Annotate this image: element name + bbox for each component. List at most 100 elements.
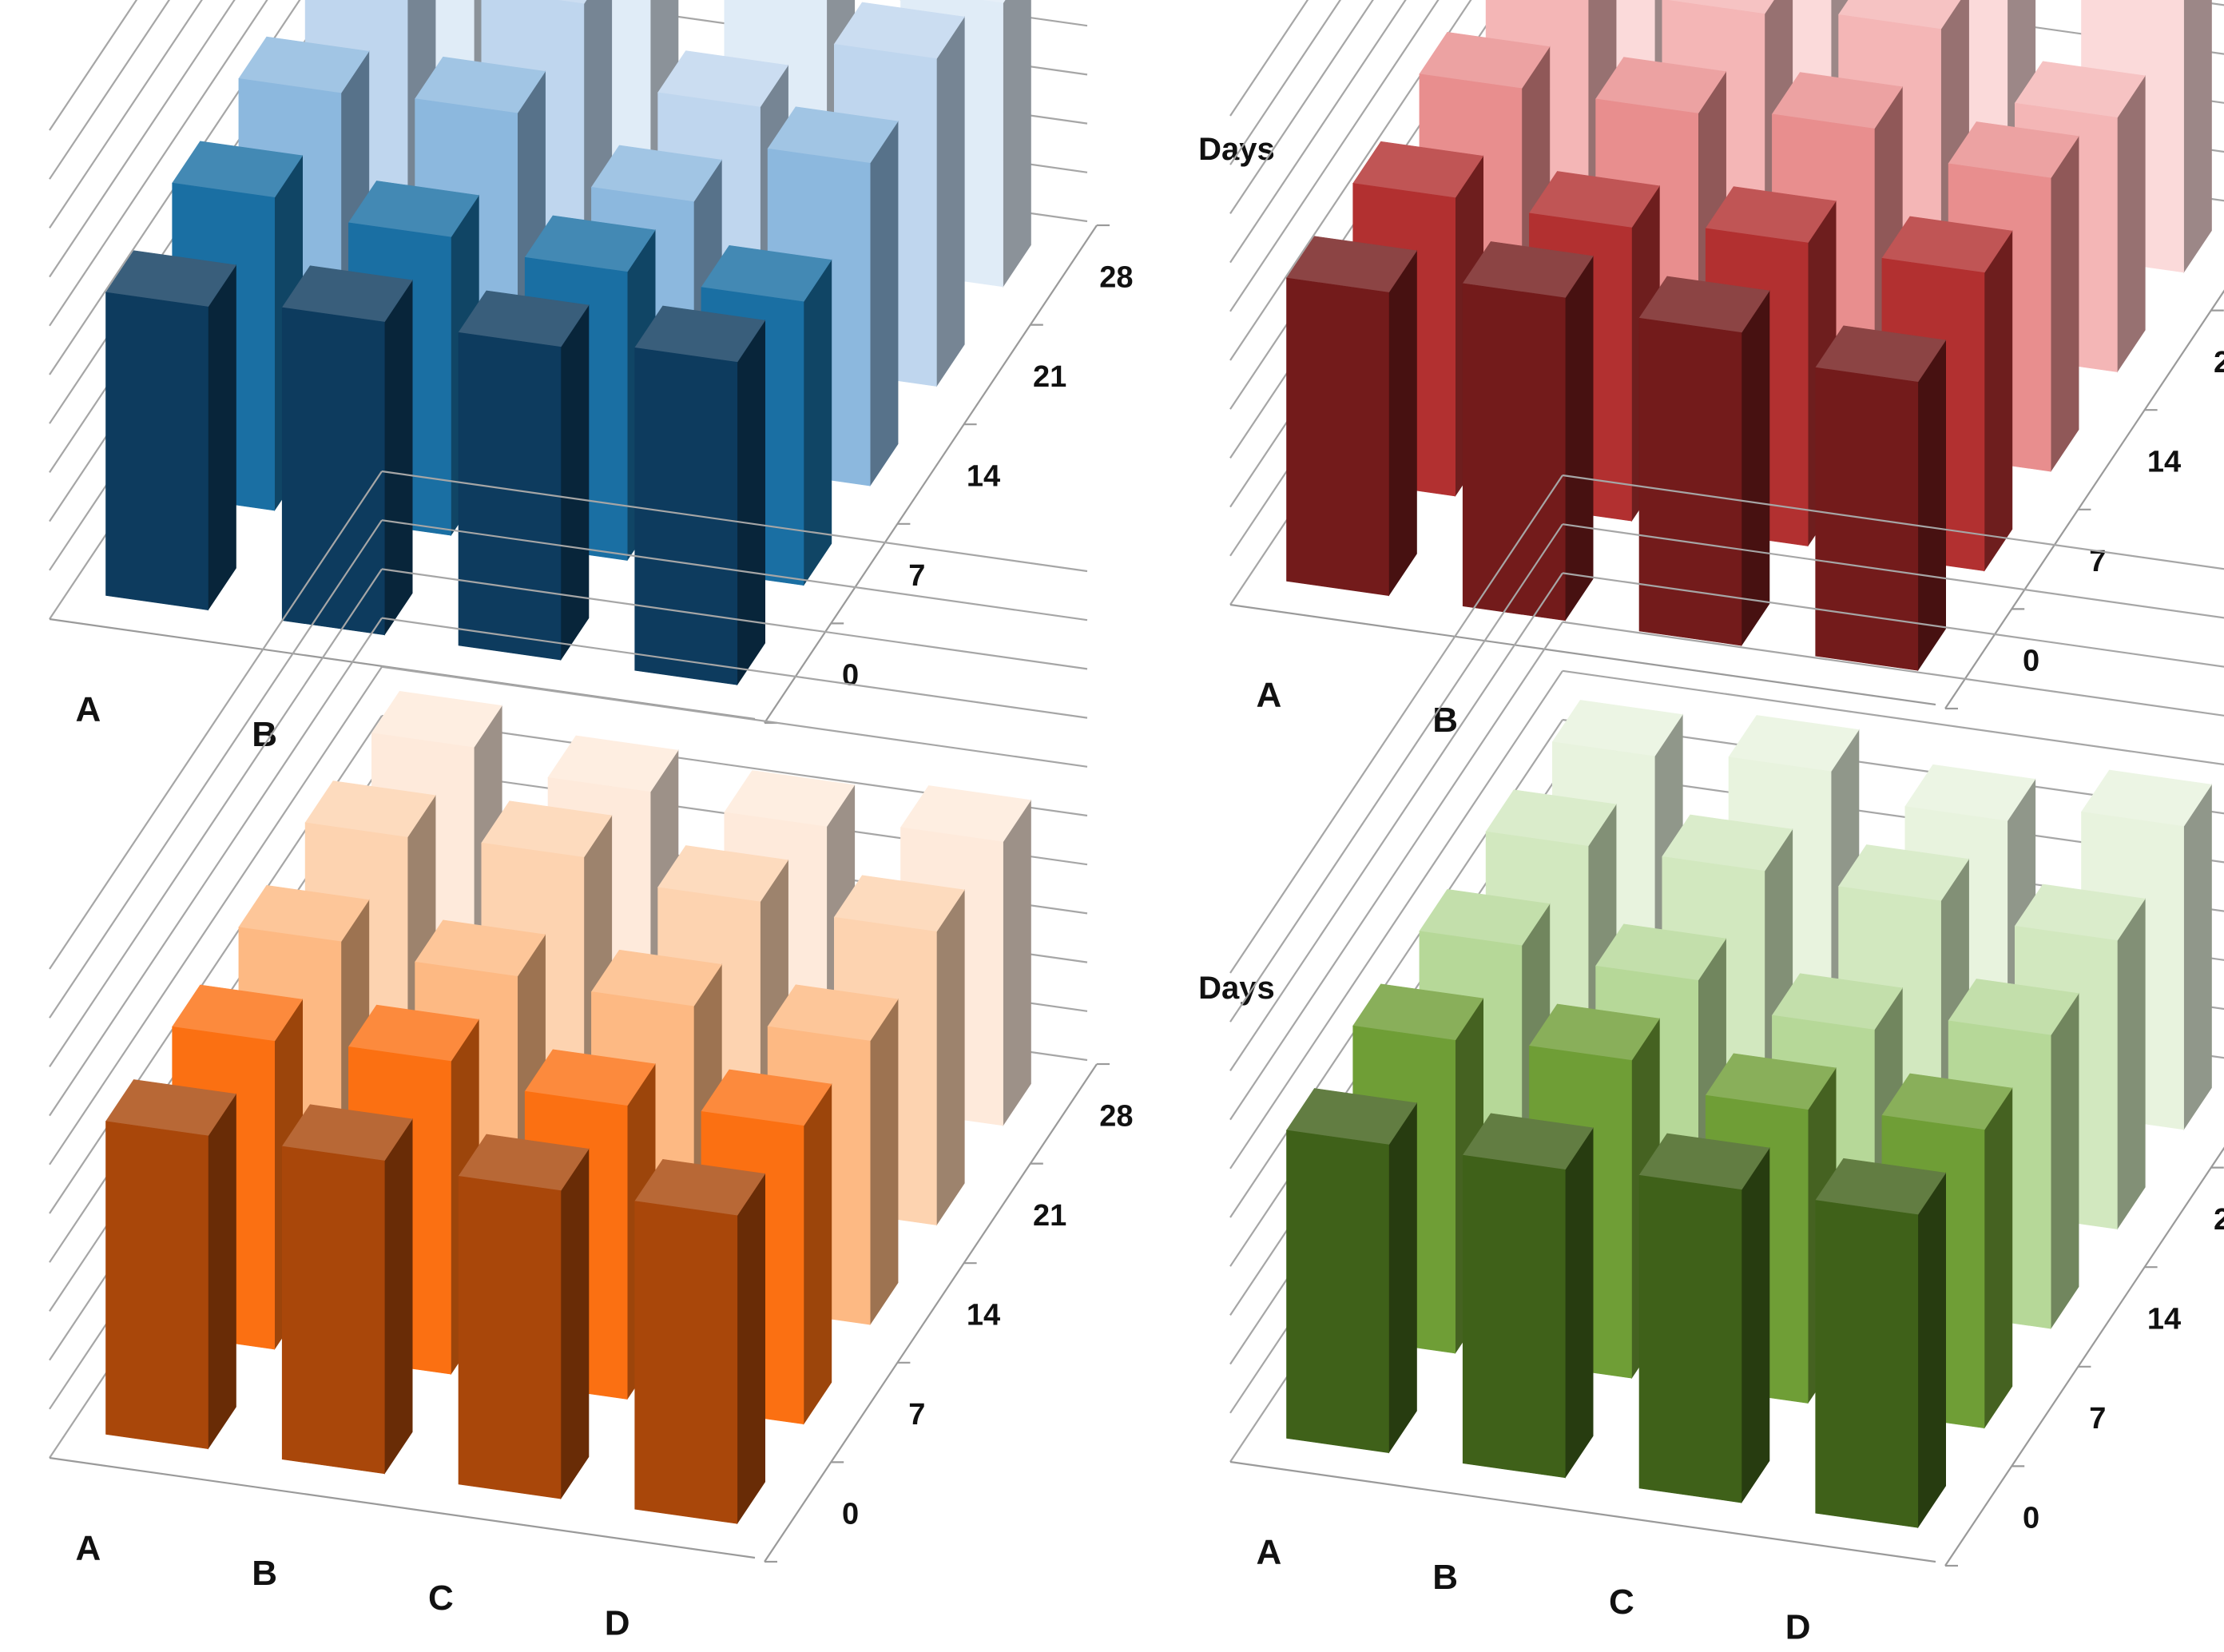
depth-tick-label: 7 [908,1398,925,1432]
bars [105,690,1032,1525]
bar-side-face [383,1118,413,1475]
side-gridline [1229,0,1374,215]
bar-side-face [1565,255,1594,621]
bar-front-face [634,347,738,685]
depth-tick-label: 21 [2214,346,2224,379]
side-gridline [49,0,171,180]
back-gridline [1562,669,2224,766]
bars [1285,700,2213,1529]
category-label-c: C [428,1579,454,1618]
bar-side-face [2117,898,2146,1230]
bar-b-day-0 [1462,1113,1594,1479]
back-gridline [1562,572,2224,668]
bar-front-face [1638,1174,1742,1503]
bar-front-face [458,1176,562,1499]
bar-side-face [2117,74,2146,373]
bar-side-face [2183,784,2212,1130]
bar-side-face [1984,230,2013,572]
depth-tick-label: 7 [2089,545,2106,578]
bar-front-face [1462,1154,1566,1479]
side-gridline [1229,621,1563,1121]
depth-tick-label: 28 [1099,260,1133,294]
side-gridline [1229,475,1563,974]
bar-front-face [634,1201,738,1524]
depth-tick-label: 0 [842,659,859,693]
depth-axis-label: Days [1198,132,1275,167]
category-label-a: A [75,690,101,729]
depth-axis-line [1944,1146,2224,1567]
back-gridline [381,617,1088,719]
chart-creatine: Creatine07142128DaysABCD [49,0,1275,804]
category-label-b: B [252,715,277,754]
bar-b-day-0 [1462,241,1594,621]
back-gridline [1562,523,2224,619]
bar-front-face [281,1146,385,1475]
category-label-b: B [252,1554,277,1593]
depth-tick-label: 14 [2147,1303,2181,1336]
bar-side-face [936,16,965,387]
category-label-a: A [1256,1533,1281,1572]
bar-front-face [1286,1130,1389,1453]
bar-front-face [1462,283,1566,621]
side-gridline [1229,523,1563,1023]
bar-side-face [737,1173,766,1525]
bar-side-face [1388,1102,1417,1454]
back-gridline [1562,621,2224,717]
bar-side-face [1741,290,1770,647]
bar-d-day-0 [634,305,766,686]
side-gridline [49,0,138,131]
bar-front-face [281,307,385,636]
bar-front-face [1638,317,1742,646]
category-label-a: A [1256,676,1281,715]
back-gridline [1562,474,2224,570]
depth-axis-label: Days [1198,971,1275,1006]
back-gridline [381,519,1088,621]
bar-front-face [1815,1200,1919,1528]
category-axis-line [1229,603,1936,706]
bar-side-face [2050,992,2079,1330]
depth-tick-label: 21 [2214,1203,2224,1237]
category-label-d: D [605,1603,630,1642]
depth-tick-label: 28 [1099,1099,1133,1133]
bar-front-face [458,332,562,661]
bar-side-face [1388,249,1417,597]
back-gridline [381,470,1088,573]
bar-side-face [1565,1126,1594,1479]
side-gridline [49,519,383,1019]
bar-a-day-0 [1285,1088,1418,1454]
side-gridline [1229,0,1309,117]
bar-side-face [1917,1172,1946,1529]
bar-c-day-0 [458,1134,590,1500]
depth-tick-label: 0 [2023,645,2039,678]
bar-side-face [803,1083,832,1425]
chart-l-glutamine: L-Glutamine07142128DaysABCD [1229,0,2224,789]
depth-tick-label: 0 [2023,1502,2039,1535]
bar-side-face [1741,1147,1770,1504]
side-gridline [49,0,203,229]
category-label-b: B [1432,701,1458,740]
category-label-a: A [75,1529,101,1568]
depth-tick-label: 14 [967,1299,1000,1332]
bar-side-face [2050,135,2079,473]
bars [105,0,1031,686]
category-axis-line [1229,1460,1936,1563]
bar-side-face [869,120,899,487]
depth-axis-line [1944,289,2224,709]
bar-side-face [869,998,899,1326]
depth-axis-line [764,1063,1098,1563]
bar-front-face [105,1121,208,1449]
bar-a-day-0 [105,250,237,611]
bar-c-day-0 [1638,1133,1770,1504]
bar-d-day-0 [1815,1158,1947,1529]
bar-b-day-0 [281,265,413,636]
side-gridline [49,471,383,970]
bars [1285,0,2212,672]
depth-tick-label: 0 [842,1498,859,1531]
side-gridline [49,0,236,278]
bar-side-face [1003,799,1031,1126]
depth-tick-label: 14 [967,460,1000,494]
bar-side-face [208,264,236,611]
bar-side-face [737,320,766,686]
bar-side-face [803,259,832,586]
